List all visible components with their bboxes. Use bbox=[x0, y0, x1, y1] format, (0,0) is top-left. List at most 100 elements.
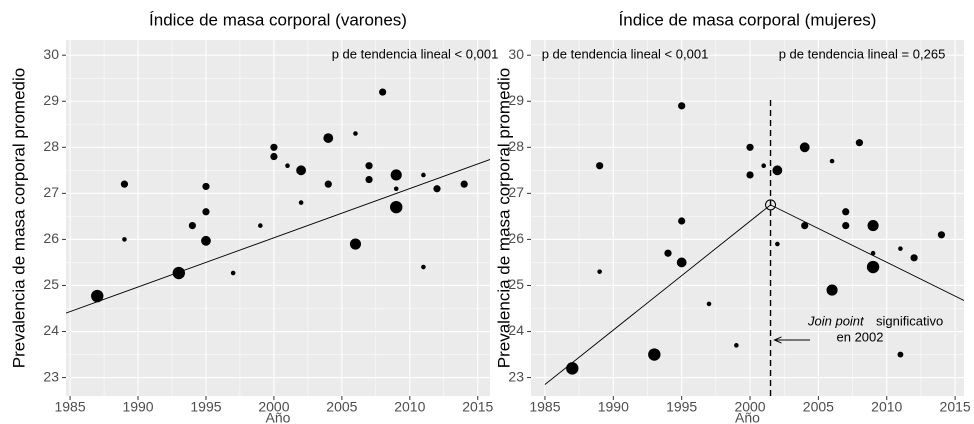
point bbox=[393, 186, 399, 192]
x-tick-label: 2005 bbox=[803, 399, 834, 415]
point bbox=[379, 88, 387, 96]
y-tick-label: 28 bbox=[508, 138, 524, 154]
point bbox=[855, 139, 864, 147]
point bbox=[596, 162, 604, 170]
y-tick-label: 26 bbox=[508, 230, 524, 246]
y-tick-label: 26 bbox=[43, 230, 59, 246]
x-tick-label: 1995 bbox=[190, 399, 221, 415]
point bbox=[678, 217, 686, 225]
point bbox=[706, 301, 712, 307]
point bbox=[433, 185, 441, 193]
point bbox=[201, 235, 211, 246]
annotation: p de tendencia lineal < 0,001 bbox=[542, 46, 709, 61]
point bbox=[421, 172, 426, 178]
trend-line bbox=[544, 204, 964, 385]
y-tick-label: 23 bbox=[43, 368, 59, 384]
y-tick-label: 25 bbox=[508, 276, 524, 292]
point bbox=[349, 238, 362, 250]
point bbox=[761, 163, 767, 169]
point bbox=[870, 250, 876, 256]
y-tick-label: 24 bbox=[43, 322, 59, 338]
x-tick-label: 2015 bbox=[940, 399, 971, 415]
y-tick-label: 29 bbox=[43, 92, 59, 108]
panel-background bbox=[66, 40, 490, 396]
point bbox=[799, 142, 810, 153]
point bbox=[120, 180, 129, 188]
x-axis-label: Año bbox=[735, 410, 760, 424]
point bbox=[746, 143, 754, 151]
x-tick-label: 1995 bbox=[666, 399, 697, 415]
point bbox=[746, 171, 754, 179]
point bbox=[202, 208, 210, 216]
point bbox=[842, 208, 850, 216]
y-axis-label: Prevalencia de masa corporal promedio bbox=[9, 68, 28, 369]
y-tick-label: 30 bbox=[508, 46, 524, 62]
point bbox=[460, 180, 468, 188]
x-tick-label: 1985 bbox=[54, 399, 85, 415]
point bbox=[91, 289, 104, 303]
x-tick-label: 2010 bbox=[394, 399, 425, 415]
plot-area bbox=[66, 158, 490, 314]
point bbox=[801, 221, 809, 230]
x-tick-label: 2000 bbox=[258, 399, 289, 415]
point bbox=[353, 131, 358, 136]
point bbox=[390, 169, 402, 181]
point bbox=[775, 241, 780, 247]
point bbox=[829, 158, 835, 164]
y-tick-label: 25 bbox=[43, 276, 59, 292]
point bbox=[296, 165, 307, 176]
point bbox=[323, 133, 334, 143]
x-tick-label: 2010 bbox=[871, 399, 902, 415]
annotation: Join point bbox=[807, 313, 865, 328]
point bbox=[910, 254, 918, 262]
point bbox=[826, 284, 838, 296]
point bbox=[664, 249, 672, 257]
point bbox=[734, 343, 739, 348]
y-tick-label: 24 bbox=[508, 322, 524, 338]
x-tick-label: 1990 bbox=[122, 399, 153, 415]
point bbox=[867, 220, 879, 232]
point bbox=[597, 269, 602, 274]
point bbox=[298, 200, 304, 205]
point bbox=[866, 260, 880, 274]
point bbox=[566, 362, 579, 375]
point bbox=[676, 257, 687, 268]
annotation: en 2002 bbox=[837, 329, 884, 344]
point bbox=[897, 351, 904, 358]
point bbox=[421, 264, 426, 270]
x-axis-label: Año bbox=[266, 410, 291, 424]
x-tick-label: 2005 bbox=[326, 399, 357, 415]
joinpoint-marker bbox=[765, 199, 777, 211]
point bbox=[230, 270, 236, 276]
y-tick-label: 30 bbox=[43, 46, 59, 62]
y-tick-label: 28 bbox=[43, 138, 59, 154]
plot-area bbox=[544, 100, 964, 396]
y-axis-label: Prevalencia de masa corporal promedio bbox=[494, 68, 513, 369]
annotation: significativo bbox=[876, 313, 943, 328]
x-tick-label: 2015 bbox=[462, 399, 493, 415]
point bbox=[202, 182, 210, 191]
point bbox=[772, 165, 783, 176]
y-tick-label: 27 bbox=[508, 184, 524, 200]
point bbox=[365, 162, 373, 170]
point bbox=[842, 221, 850, 230]
point bbox=[937, 231, 946, 239]
chart-title: Índice de masa corporal (varones) bbox=[149, 10, 407, 29]
point bbox=[898, 246, 903, 251]
point bbox=[188, 221, 196, 230]
annotation: p de tendencia lineal = 0,265 bbox=[779, 46, 946, 61]
point bbox=[258, 223, 263, 228]
chart-title: Índice de masa corporal (mujeres) bbox=[619, 10, 877, 29]
point bbox=[122, 237, 127, 242]
point bbox=[648, 348, 661, 361]
x-tick-label: 1985 bbox=[529, 399, 560, 415]
point bbox=[324, 180, 332, 188]
annotation: p de tendencia lineal < 0,001 bbox=[332, 46, 499, 61]
point bbox=[270, 143, 278, 151]
point bbox=[390, 200, 403, 214]
point bbox=[285, 163, 290, 169]
point bbox=[172, 266, 185, 280]
point bbox=[678, 102, 686, 110]
